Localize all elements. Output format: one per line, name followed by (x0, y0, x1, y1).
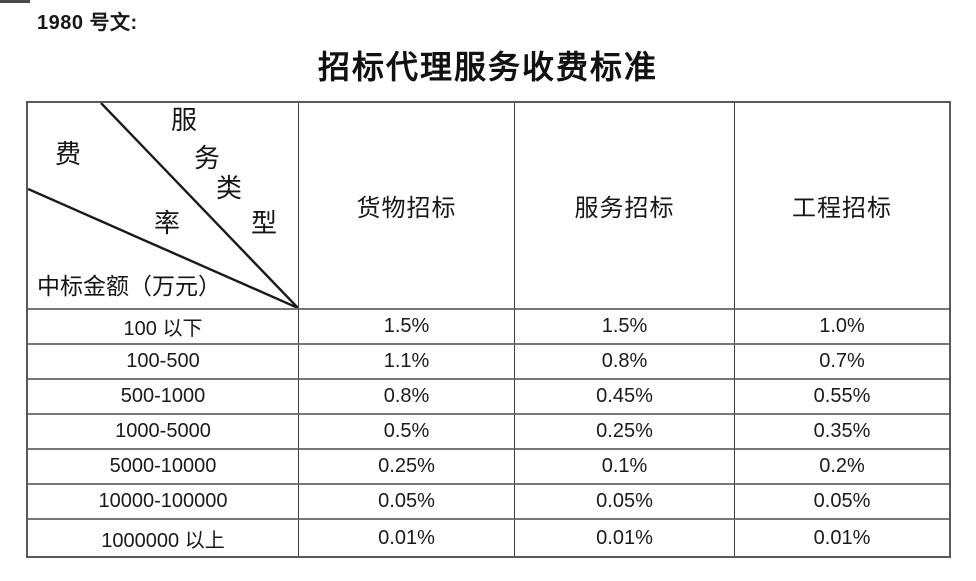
column-header-services: 服务招标 (515, 103, 735, 310)
page-title: 招标代理服务收费标准 (317, 49, 658, 85)
row-axis-label: 中标金额（万元） (37, 274, 221, 299)
corner-service-char-2: 务 (194, 144, 221, 173)
fee-value: 1.1% (299, 345, 515, 380)
table-corner-cell: 费 服 务 类 率 型 中标金额（万元） (28, 103, 299, 310)
fee-value: 0.25% (299, 450, 515, 485)
fee-value: 0.35% (735, 415, 949, 450)
column-header-goods: 货物招标 (299, 103, 515, 310)
fee-value: 0.8% (515, 345, 735, 380)
fee-value: 0.01% (299, 520, 515, 556)
fee-value: 0.45% (515, 380, 735, 415)
corner-fee-char-2: 率 (154, 209, 181, 238)
row-range: 1000-5000 (28, 415, 299, 450)
column-header-works: 工程招标 (735, 103, 949, 310)
fee-table: 费 服 务 类 率 型 中标金额（万元） 货物招标 服务招标 工程招标 100 … (26, 101, 951, 558)
row-range: 10000-100000 (28, 485, 299, 520)
doc-number: 1980 号文: (37, 12, 138, 34)
scan-edge-artifact (0, 0, 30, 3)
fee-value: 0.5% (299, 415, 515, 450)
fee-value: 1.5% (515, 310, 735, 345)
row-range: 500-1000 (28, 380, 299, 415)
row-range: 100 以下 (28, 310, 299, 345)
fee-value: 0.8% (299, 380, 515, 415)
fee-value: 0.7% (735, 345, 949, 380)
fee-value: 0.55% (735, 380, 949, 415)
row-range: 100-500 (28, 345, 299, 380)
corner-service-char-4: 型 (251, 209, 278, 238)
row-range: 1000000 以上 (28, 520, 299, 556)
fee-value: 0.1% (515, 450, 735, 485)
diagonal-divider-lines (28, 103, 298, 308)
fee-value: 0.2% (735, 450, 949, 485)
corner-service-char-3: 类 (216, 174, 243, 203)
fee-value: 0.05% (515, 485, 735, 520)
corner-service-char-1: 服 (171, 106, 198, 135)
fee-value: 0.05% (299, 485, 515, 520)
row-range: 5000-10000 (28, 450, 299, 485)
fee-value: 0.01% (813, 526, 871, 549)
fee-value: 0.25% (515, 415, 735, 450)
fee-value: 1.5% (299, 310, 515, 345)
corner-fee-char-1: 费 (55, 140, 82, 169)
fee-value: 1.0% (735, 310, 949, 345)
fee-value: 0.01% (515, 520, 735, 556)
fee-value: 0.05% (735, 485, 949, 520)
